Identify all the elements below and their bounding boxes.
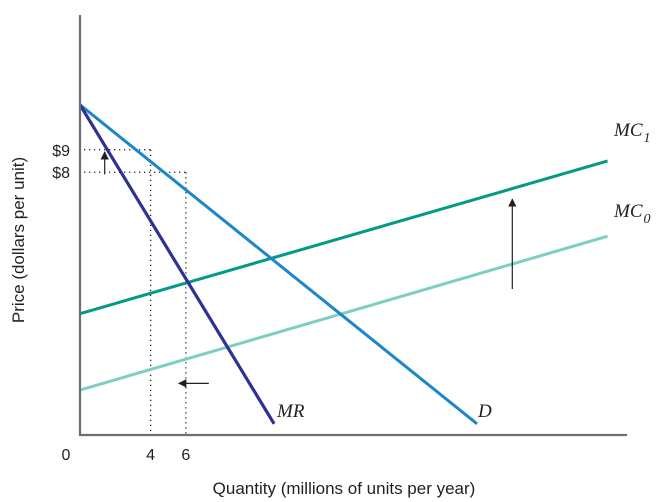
curve-mc1 bbox=[79, 159, 609, 316]
y-axis-title: Price (dollars per unit) bbox=[9, 157, 28, 323]
x-tick-label: 4 bbox=[146, 447, 155, 464]
curve-label-main: D bbox=[477, 401, 492, 422]
curve-label-mc1: MC1 bbox=[613, 120, 651, 146]
curve-d bbox=[79, 103, 478, 425]
curve-mc0 bbox=[79, 234, 609, 392]
y-tick-label: $9 bbox=[52, 143, 70, 160]
curve-label-main: MC bbox=[613, 201, 643, 222]
curve-label-subscript: 1 bbox=[644, 131, 651, 146]
origin-label: 0 bbox=[62, 447, 71, 464]
curve-label-main: MC bbox=[613, 120, 643, 141]
curve-label-main: MR bbox=[276, 401, 305, 422]
y-tick-label: $8 bbox=[52, 165, 70, 182]
curve-label-mr: MR bbox=[276, 401, 305, 422]
x-axis-title: Quantity (millions of units per year) bbox=[213, 479, 476, 498]
curve-label-d: D bbox=[477, 401, 492, 422]
curve-label-mc0: MC0 bbox=[613, 201, 651, 227]
x-tick-label: 6 bbox=[181, 447, 190, 464]
curve-mr bbox=[78, 104, 276, 425]
curve-label-subscript: 0 bbox=[644, 212, 651, 227]
